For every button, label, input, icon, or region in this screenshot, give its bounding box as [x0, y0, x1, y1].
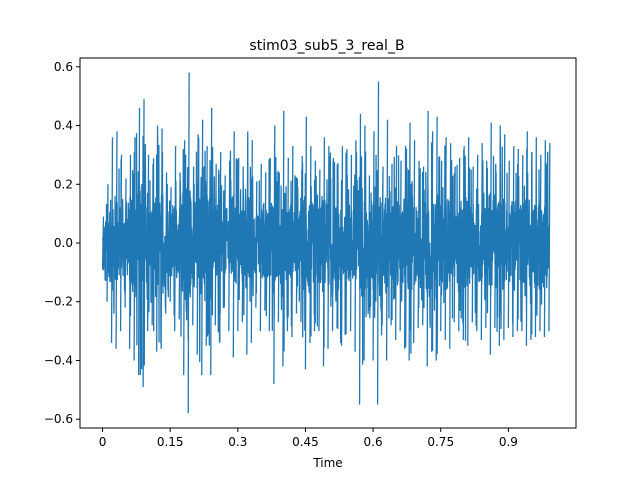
plot-area	[79, 57, 577, 429]
waveform-series	[101, 72, 551, 414]
y-tick-label: 0.2	[54, 177, 73, 191]
y-tick-label: −0.6	[44, 412, 73, 426]
y-tick-label: −0.4	[44, 353, 73, 367]
chart-title: stim03_sub5_3_real_B	[249, 38, 404, 54]
x-tick-label: 0.75	[427, 435, 454, 449]
y-tick-label: 0.0	[54, 236, 73, 250]
x-tick-label: 0.9	[499, 435, 518, 449]
y-axis: −0.6 −0.4 −0.2 0.0 0.2 0.4 0.6	[44, 60, 80, 426]
x-tick-label: 0	[99, 435, 107, 449]
y-tick-label: −0.2	[44, 295, 73, 309]
waveform-line	[101, 72, 551, 414]
x-tick-label: 0.45	[292, 435, 319, 449]
x-tick-label: 0.15	[157, 435, 184, 449]
x-tick-label: 0.3	[228, 435, 247, 449]
x-tick-label: 0.6	[364, 435, 383, 449]
y-tick-label: 0.4	[54, 119, 73, 133]
x-axis-label: Time	[312, 456, 342, 470]
x-axis: 0 0.15 0.3 0.45 0.6 0.75 0.9	[99, 428, 518, 449]
y-tick-label: 0.6	[54, 60, 73, 74]
